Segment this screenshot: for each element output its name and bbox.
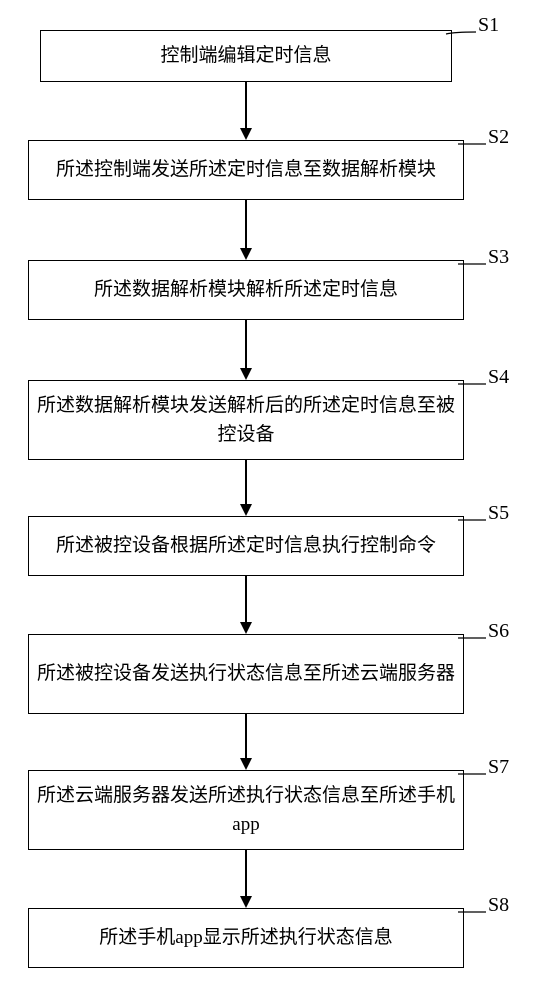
step-text: 所述数据解析模块解析所述定时信息 [94, 275, 398, 304]
arrow-head-icon [240, 896, 252, 908]
step-text: 所述数据解析模块发送解析后的所述定时信息至被控设备 [37, 391, 455, 450]
arrow-head-icon [240, 622, 252, 634]
step-text: 所述控制端发送所述定时信息至数据解析模块 [56, 155, 436, 184]
step-s4: 所述数据解析模块发送解析后的所述定时信息至被控设备 [28, 380, 464, 460]
label-connector-s3 [456, 258, 492, 274]
label-connector-s5 [456, 514, 492, 530]
step-text: 所述手机app显示所述执行状态信息 [99, 923, 392, 952]
label-connector-s8 [456, 906, 492, 922]
label-connector-s2 [456, 138, 492, 154]
label-connector-s1 [444, 28, 482, 42]
arrow-line [245, 320, 247, 368]
step-s8: 所述手机app显示所述执行状态信息 [28, 908, 464, 968]
arrow-line [245, 714, 247, 758]
step-text: 控制端编辑定时信息 [160, 41, 331, 70]
step-text: 所述云端服务器发送所述执行状态信息至所述手机app [37, 781, 455, 840]
step-s5: 所述被控设备根据所述定时信息执行控制命令 [28, 516, 464, 576]
step-s7: 所述云端服务器发送所述执行状态信息至所述手机app [28, 770, 464, 850]
arrow-head-icon [240, 368, 252, 380]
arrow-head-icon [240, 248, 252, 260]
arrow-head-icon [240, 758, 252, 770]
label-connector-s6 [456, 632, 492, 648]
arrow-line [245, 200, 247, 248]
step-text: 所述被控设备根据所述定时信息执行控制命令 [56, 531, 436, 560]
flowchart-canvas: 控制端编辑定时信息S1所述控制端发送所述定时信息至数据解析模块S2所述数据解析模… [0, 0, 556, 1000]
step-s1: 控制端编辑定时信息 [40, 30, 452, 82]
arrow-line [245, 576, 247, 622]
step-s2: 所述控制端发送所述定时信息至数据解析模块 [28, 140, 464, 200]
label-connector-s4 [456, 378, 492, 394]
arrow-head-icon [240, 128, 252, 140]
arrow-head-icon [240, 504, 252, 516]
step-s3: 所述数据解析模块解析所述定时信息 [28, 260, 464, 320]
arrow-line [245, 850, 247, 896]
arrow-line [245, 460, 247, 504]
step-s6: 所述被控设备发送执行状态信息至所述云端服务器 [28, 634, 464, 714]
label-connector-s7 [456, 768, 492, 784]
step-text: 所述被控设备发送执行状态信息至所述云端服务器 [37, 659, 455, 688]
arrow-line [245, 82, 247, 128]
